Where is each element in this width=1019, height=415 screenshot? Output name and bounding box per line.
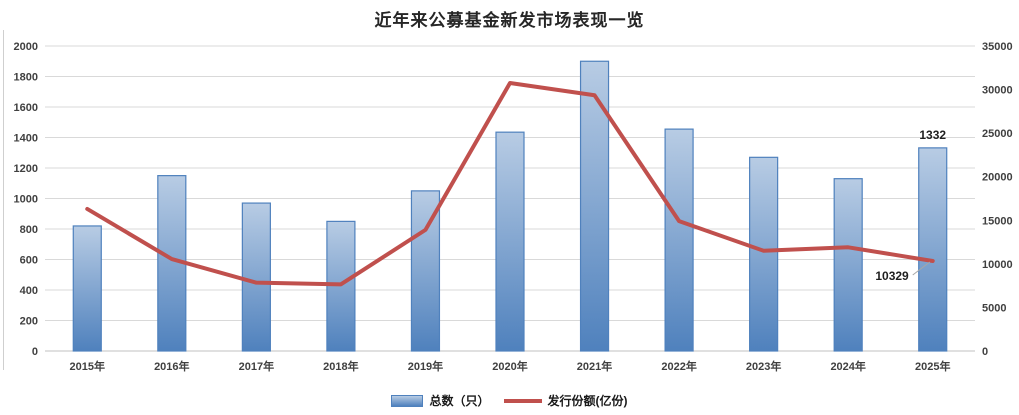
left-axis-tick: 1200 — [14, 163, 38, 175]
x-axis-label-2020年: 2020年 — [492, 359, 527, 373]
chart-left-border — [3, 30, 4, 370]
bar-2020年 — [495, 131, 525, 352]
bar-2023年 — [749, 156, 779, 352]
left-axis-tick: 1600 — [14, 102, 38, 114]
bar-2021年 — [579, 60, 610, 352]
line-data-label-last: 10329 — [875, 269, 909, 283]
left-axis-tick: 1800 — [14, 72, 38, 84]
legend-bar-swatch — [391, 394, 424, 407]
right-axis-tick: 5000 — [982, 302, 1006, 314]
right-axis-tick: 0 — [982, 346, 988, 358]
bar-2017年 — [241, 202, 271, 352]
bar-2022年 — [664, 128, 694, 352]
x-axis-label-2017年: 2017年 — [239, 359, 274, 373]
left-axis-tick: 1000 — [14, 194, 38, 206]
right-axis-tick: 25000 — [982, 128, 1013, 140]
line-label-leader — [912, 261, 931, 276]
plot-area: 0200400600800100012001400160018002000050… — [14, 41, 1013, 373]
x-axis-label-2024年: 2024年 — [830, 359, 865, 373]
left-axis-tick: 0 — [32, 346, 38, 358]
legend-bar-label: 总数（只） — [429, 394, 490, 408]
x-axis-label-2018年: 2018年 — [323, 359, 358, 373]
right-axis-tick: 10000 — [982, 259, 1013, 271]
right-axis-tick: 15000 — [982, 215, 1013, 227]
x-axis-label-2022年: 2022年 — [661, 359, 696, 373]
bar-data-label-last: 1332 — [919, 128, 946, 142]
x-axis-label-2019年: 2019年 — [408, 359, 443, 373]
x-axis-label-2021年: 2021年 — [577, 359, 612, 373]
x-axis-label-2015年: 2015年 — [70, 359, 105, 373]
chart-title: 近年来公募基金新发市场表现一览 — [374, 11, 645, 30]
legend: 总数（只） 发行份额(亿份) — [0, 392, 1019, 409]
right-axis-tick: 30000 — [982, 85, 1013, 97]
left-axis-tick: 800 — [20, 224, 38, 236]
legend-line-swatch — [503, 398, 542, 403]
left-axis-tick: 200 — [20, 316, 38, 328]
legend-line-label: 发行份额(亿份) — [547, 394, 628, 408]
left-axis-tick: 1400 — [14, 133, 38, 145]
x-axis-label-2016年: 2016年 — [154, 359, 189, 373]
x-axis-label-2025年: 2025年 — [915, 359, 950, 373]
right-axis-tick: 35000 — [982, 41, 1013, 53]
legend-item-bars: 总数（只） — [391, 392, 490, 409]
left-axis-tick: 400 — [20, 285, 38, 297]
legend-item-line: 发行份额(亿份) — [503, 392, 628, 409]
x-axis-label-2023年: 2023年 — [746, 359, 781, 373]
left-axis-tick: 600 — [20, 255, 38, 267]
right-axis-tick: 20000 — [982, 172, 1013, 184]
line-series — [85, 81, 935, 287]
bar-2024年 — [833, 178, 863, 352]
bar-2015年 — [72, 225, 102, 352]
bar-2025年 — [918, 147, 948, 352]
left-axis-tick: 2000 — [14, 41, 38, 53]
